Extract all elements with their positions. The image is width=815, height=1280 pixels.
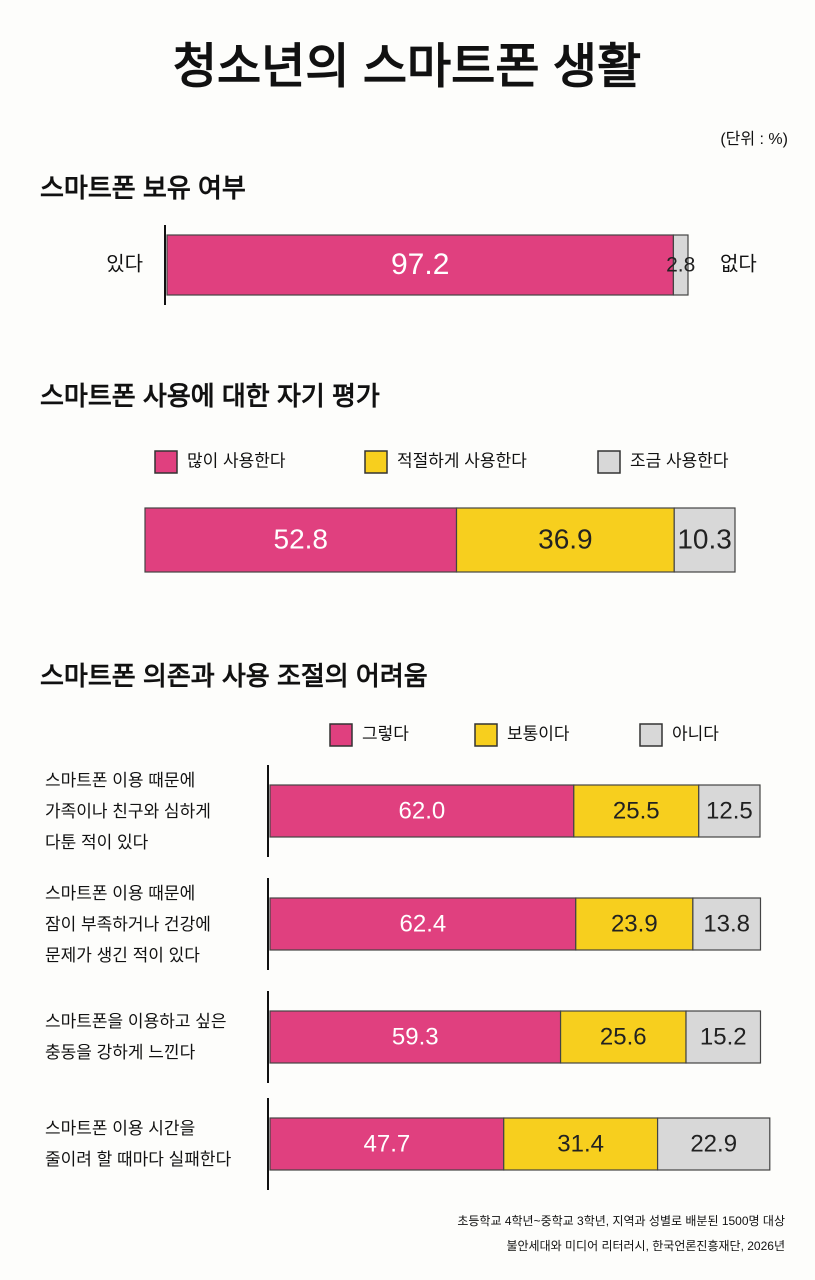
bar-segment (656, 1117, 771, 1171)
bar-segment (573, 784, 700, 838)
category-label: 스마트폰을 이용하고 싶은 충동을 강하게 느낀다 (45, 1012, 227, 1062)
value-label: 25.5 (613, 797, 660, 824)
value-label: 12.5 (706, 797, 753, 824)
value-label: 15.2 (700, 1023, 747, 1050)
value-label: 2.8 (666, 254, 695, 277)
footnote: 초등학교 4학년~중학교 3학년, 지역과 성별로 배분된 1500명 대상 (457, 1214, 785, 1228)
unit-label: (단위 : %) (720, 130, 788, 148)
bar-segment (455, 507, 675, 573)
bar-segment (685, 1010, 762, 1064)
legend-label: 아니다 (672, 724, 719, 743)
value-label: 59.3 (392, 1023, 439, 1050)
bar-segment (503, 1117, 659, 1171)
category-label: 스마트폰 이용 시간을 줄이려 할 때마다 실패한다 (45, 1119, 232, 1169)
footnote: 불안세대와 미디어 리터러시, 한국언론진흥재단, 2026년 (506, 1239, 785, 1253)
chart-heading: 스마트폰 보유 여부 (40, 173, 246, 203)
legend-label: 그렇다 (362, 724, 409, 743)
value-label: 97.2 (391, 248, 449, 281)
bar-segment (269, 1010, 562, 1064)
value-label: 36.9 (538, 523, 593, 554)
bar-segment (672, 234, 689, 296)
legend-swatch (364, 450, 388, 474)
value-label: 62.4 (400, 910, 447, 937)
bar-segment (269, 1117, 505, 1171)
value-label: 13.8 (703, 910, 750, 937)
value-label: 31.4 (557, 1130, 604, 1157)
bar-segment (166, 234, 675, 296)
legend-swatch (474, 723, 498, 747)
value-label: 22.9 (690, 1130, 737, 1157)
legend-swatch (597, 450, 621, 474)
value-label: 10.3 (677, 523, 732, 554)
page-title: 청소년의 스마트폰 생활 (173, 41, 641, 94)
legend-label: 조금 사용한다 (630, 451, 729, 470)
side-label: 있다 (106, 252, 143, 275)
bar-segment (673, 507, 736, 573)
legend-label: 적절하게 사용한다 (397, 451, 527, 470)
legend-swatch (639, 723, 663, 747)
bar-segment (575, 897, 694, 951)
value-label: 23.9 (611, 910, 658, 937)
legend-swatch (154, 450, 178, 474)
side-label: 없다 (720, 252, 757, 275)
value-label: 25.6 (600, 1023, 647, 1050)
chart-heading: 스마트폰 의존과 사용 조절의 어려움 (40, 661, 428, 691)
bar-segment (692, 897, 762, 951)
bar-segment (698, 784, 761, 838)
bar-segment (144, 507, 458, 573)
legend-label: 보통이다 (507, 724, 570, 743)
bar-segment (269, 784, 575, 838)
category-label: 스마트폰 이용 때문에 가족이나 친구와 심하게 다툰 적이 있다 (45, 770, 211, 852)
bar-segment (559, 1010, 687, 1064)
legend-swatch (329, 723, 353, 747)
value-label: 62.0 (399, 797, 446, 824)
category-label: 스마트폰 이용 때문에 잠이 부족하거나 건강에 문제가 생긴 적이 있다 (45, 883, 211, 965)
value-label: 47.7 (364, 1130, 411, 1157)
chart-heading: 스마트폰 사용에 대한 자기 평가 (40, 381, 380, 411)
value-label: 52.8 (274, 523, 329, 554)
legend-label: 많이 사용한다 (187, 451, 286, 470)
